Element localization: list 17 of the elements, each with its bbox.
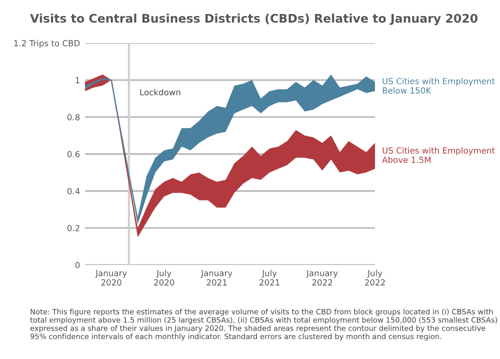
x-tick-label: July 2020	[154, 270, 174, 286]
chart-title: Visits to Central Business Districts (CBDs) Relative to January 2020	[30, 14, 478, 26]
x-tick-label: January 2021	[200, 270, 232, 286]
series-label: US Cities with Employment Below 150K	[382, 78, 495, 94]
ref-line-label: Lockdown	[140, 88, 180, 96]
y-tick-label: 0.8	[67, 114, 80, 120]
x-tick-label: July 2022	[365, 270, 385, 286]
y-tick-label: 1.2 Trips to CBD	[14, 40, 80, 48]
y-tick-label: 0.2	[67, 224, 80, 232]
x-tick-label: January 2020	[95, 270, 127, 286]
y-tick-label: 0.6	[67, 150, 80, 158]
y-tick-label: 0	[75, 262, 80, 268]
y-tick-label: 0.4	[67, 188, 80, 194]
x-tick-label: January 2022	[306, 270, 338, 286]
y-tick-label: 1	[76, 77, 80, 84]
x-tick-label: July 2021	[260, 270, 280, 286]
series-label: US Cities with Employment Above 1.5M	[382, 147, 495, 163]
